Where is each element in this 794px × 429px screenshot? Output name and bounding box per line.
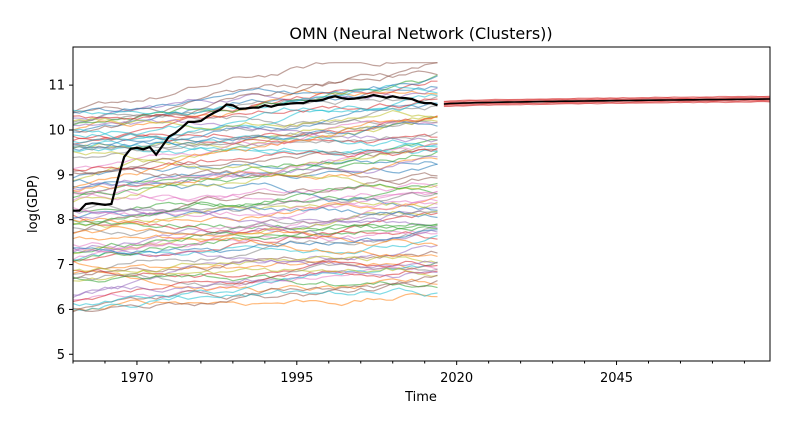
background-series-line — [73, 206, 438, 253]
background-series-line — [73, 95, 438, 123]
background-series-line — [73, 273, 438, 289]
background-series-line — [73, 269, 438, 299]
background-series-line — [73, 98, 438, 121]
forecast-sample-line — [443, 100, 770, 106]
forecast-mean-line — [443, 98, 770, 105]
background-series-line — [73, 62, 438, 113]
background-series-line — [73, 267, 438, 277]
background-series-line — [73, 143, 438, 201]
plot-area — [72, 46, 771, 362]
background-series-line — [73, 120, 438, 170]
plot-frame — [72, 46, 771, 362]
forecast-group — [443, 95, 770, 108]
forecast-sample-line — [443, 100, 770, 108]
x-axis-label: Time — [404, 390, 437, 405]
background-series-line — [73, 155, 438, 191]
forecast-sample-line — [443, 96, 770, 103]
background-series-line — [73, 75, 438, 114]
x-tick-label: 1970 — [120, 371, 153, 386]
background-series-line — [73, 261, 438, 312]
background-series-line — [73, 89, 438, 131]
background-series-line — [73, 210, 438, 237]
background-series-line — [73, 287, 438, 307]
background-series-line — [73, 229, 438, 255]
background-series-line — [73, 199, 438, 228]
x-axis: 1970 1995 2020 2045 — [72, 361, 745, 386]
highlight-series-line — [73, 93, 438, 212]
background-series-line — [73, 148, 438, 174]
background-series-line — [73, 190, 438, 204]
background-series-line — [73, 270, 438, 303]
y-tick-label: 7 — [57, 258, 65, 273]
background-series-line — [73, 225, 438, 275]
background-series-group — [73, 62, 438, 313]
background-series-line — [73, 235, 438, 261]
y-tick-label: 8 — [57, 213, 65, 228]
background-series-line — [73, 167, 438, 183]
forecast-sample-line — [443, 95, 770, 103]
background-series-line — [73, 147, 438, 172]
background-series-line — [73, 121, 438, 151]
background-series-line — [73, 260, 438, 270]
background-series-line — [73, 142, 438, 203]
y-tick-label: 11 — [48, 79, 65, 94]
background-series-line — [73, 102, 438, 147]
background-series-line — [73, 200, 438, 217]
background-series-line — [73, 219, 438, 232]
y-tick-label: 9 — [57, 168, 65, 183]
background-series-line — [73, 214, 438, 240]
background-series-line — [73, 182, 438, 203]
background-series-line — [73, 260, 438, 279]
x-tick-label: 1995 — [280, 371, 313, 386]
y-tick-label: 10 — [48, 123, 65, 138]
background-series-line — [73, 182, 438, 226]
background-series-line — [73, 102, 438, 139]
background-series-line — [73, 176, 438, 234]
background-series-line — [73, 234, 438, 258]
background-series-line — [73, 80, 438, 142]
background-series-line — [73, 131, 438, 152]
background-series-line — [73, 292, 438, 312]
x-tick-label: 2020 — [440, 371, 473, 386]
background-series-line — [73, 93, 438, 144]
y-tick-label: 6 — [57, 303, 65, 318]
background-series-line — [73, 109, 438, 131]
background-series-line — [73, 191, 438, 212]
background-series-line — [73, 270, 438, 293]
y-axis: 5 6 7 8 9 10 11 — [48, 79, 73, 363]
y-axis-label: log(GDP) — [26, 175, 41, 233]
background-series-line — [73, 119, 438, 182]
chart-title: OMN (Neural Network (Clusters)) — [289, 24, 552, 43]
x-tick-label: 2045 — [600, 371, 633, 386]
background-series-line — [73, 280, 438, 313]
background-series-line — [73, 115, 438, 189]
background-series-line — [73, 118, 438, 143]
background-series-line — [73, 222, 438, 254]
y-tick-label: 5 — [57, 348, 65, 363]
background-series-line — [73, 225, 438, 246]
